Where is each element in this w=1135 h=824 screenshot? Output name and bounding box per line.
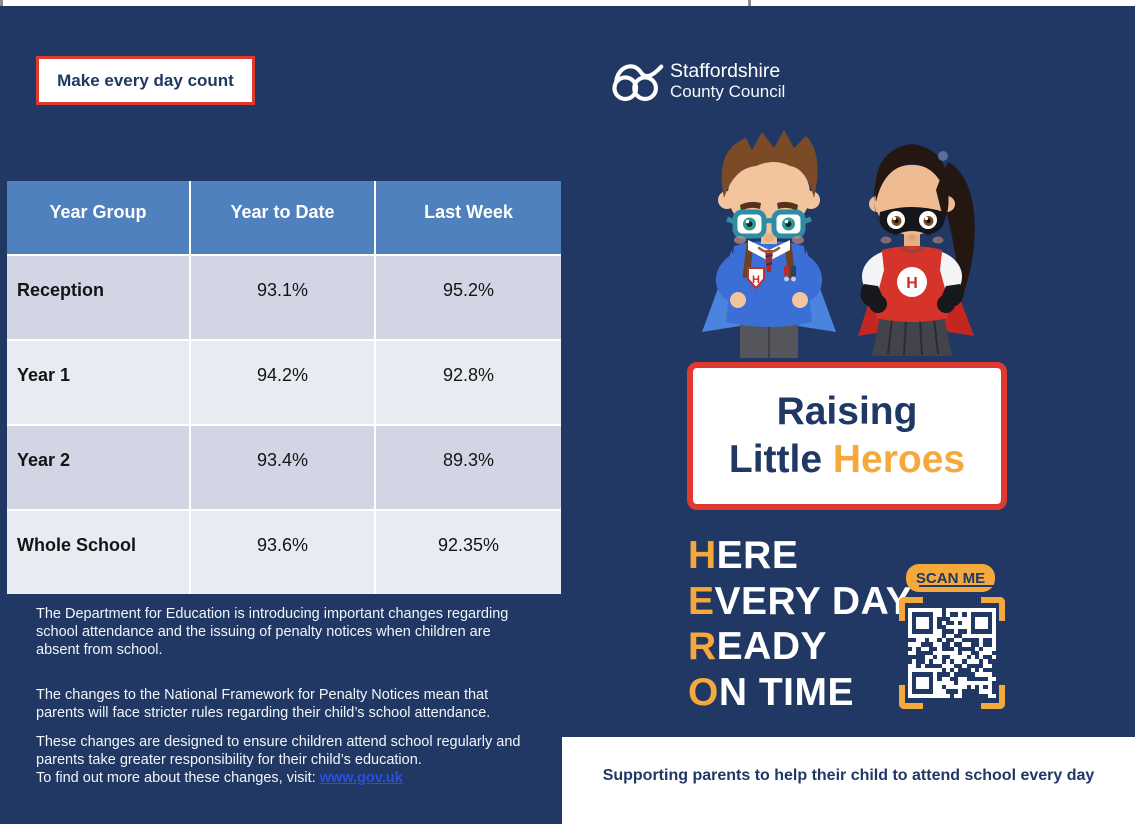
acronym-line-ready: READY: [688, 624, 912, 670]
find-out-more-text: To find out more about these changes, vi…: [36, 770, 320, 786]
council-logo: Staffordshire County Council: [610, 57, 785, 105]
acronym-initial: E: [688, 579, 715, 623]
staffordshire-knot-icon: [612, 64, 664, 102]
paragraph-purpose-text: These changes are designed to ensure chi…: [36, 734, 521, 768]
column-header-year-to-date: Year to Date: [189, 181, 375, 255]
paragraph-purpose: These changes are designed to ensure chi…: [36, 733, 528, 787]
campaign-title-line2: Little Heroes: [729, 436, 965, 484]
acronym-initial: H: [688, 534, 717, 577]
campaign-title-heroes: Heroes: [832, 438, 966, 481]
scan-me-badge: SCAN ME: [906, 564, 995, 592]
acronym-line-on-time: ON TIME: [688, 670, 912, 716]
acronym-line-here: HERE: [688, 533, 912, 579]
council-name-line2: County Council: [670, 82, 786, 102]
acronym-rest: EADY: [716, 625, 828, 668]
table-row: Reception 93.1% 95.2%: [7, 254, 561, 340]
qr-code-modules: [908, 608, 996, 698]
footer-message: Supporting parents to help their child t…: [602, 766, 1095, 784]
hero-acronym: HERE EVERY DAY READY ON TIME: [688, 533, 912, 715]
scan-me-underline: [919, 585, 998, 587]
year-group-cell: Year 2: [7, 424, 190, 510]
qr-corner-bracket: [981, 597, 1005, 621]
acronym-rest: ERE: [716, 534, 799, 577]
acronym-initial: R: [688, 625, 717, 668]
acronym-rest: N TIME: [718, 670, 855, 714]
campaign-title-line1: Raising: [776, 390, 918, 433]
last-week-cell: 92.35%: [374, 509, 561, 594]
scan-me-label: SCAN ME: [915, 569, 986, 587]
column-header-year-group: Year Group: [7, 181, 190, 255]
ytd-cell: 93.4%: [189, 424, 375, 510]
svg-text:H: H: [752, 274, 760, 286]
column-header-last-week: Last Week: [374, 181, 561, 255]
screen-artifact: [0, 0, 3, 9]
paragraph-national-framework: The changes to the National Framework fo…: [36, 687, 491, 721]
footer-panel: Supporting parents to help their child t…: [562, 737, 1135, 824]
table-row: Whole School 93.6% 92.35%: [7, 509, 561, 594]
info-text-block: The Department for Education is introduc…: [36, 605, 528, 787]
acronym-rest: VERY DAY: [714, 579, 913, 623]
ytd-cell: 93.6%: [189, 509, 375, 594]
council-logo-text: Staffordshire County Council: [670, 59, 786, 102]
qr-corner-bracket: [981, 685, 1005, 709]
gov-uk-link[interactable]: www.gov.uk: [319, 770, 403, 786]
attendance-table: Year Group Year to Date Last Week Recept…: [7, 181, 561, 594]
qr-corner-bracket: [899, 597, 923, 621]
hero-characters-illustration: H: [702, 130, 975, 358]
last-week-cell: 95.2%: [374, 254, 561, 340]
acronym-initial: O: [688, 670, 719, 714]
campaign-title-little: Little: [728, 438, 823, 481]
campaign-title-box: Raising Little Heroes: [687, 362, 1007, 510]
year-group-cell: Year 1: [7, 339, 190, 425]
ytd-cell: 94.2%: [189, 339, 375, 425]
qr-corner-bracket: [899, 685, 923, 709]
last-week-cell: 89.3%: [374, 424, 561, 510]
paragraph-dfe-changes: The Department for Education is introduc…: [36, 606, 509, 658]
girl-character: H: [858, 144, 975, 356]
last-week-cell: 92.8%: [374, 339, 561, 425]
qr-code: [899, 597, 1005, 709]
boy-character: H: [702, 130, 836, 358]
table-row: Year 1 94.2% 92.8%: [7, 339, 561, 425]
slogan-text: Make every day count: [57, 70, 234, 90]
ytd-cell: 93.1%: [189, 254, 375, 340]
svg-text:H: H: [906, 275, 918, 292]
acronym-line-every-day: EVERY DAY: [688, 579, 912, 625]
year-group-cell: Whole School: [7, 509, 190, 594]
table-row: Year 2 93.4% 89.3%: [7, 424, 561, 510]
table-header-row: Year Group Year to Date Last Week: [7, 181, 561, 255]
year-group-cell: Reception: [7, 254, 190, 340]
slogan-badge: Make every day count: [36, 56, 255, 105]
council-name-line1: Staffordshire: [670, 59, 781, 82]
screen-artifact: [748, 0, 751, 7]
